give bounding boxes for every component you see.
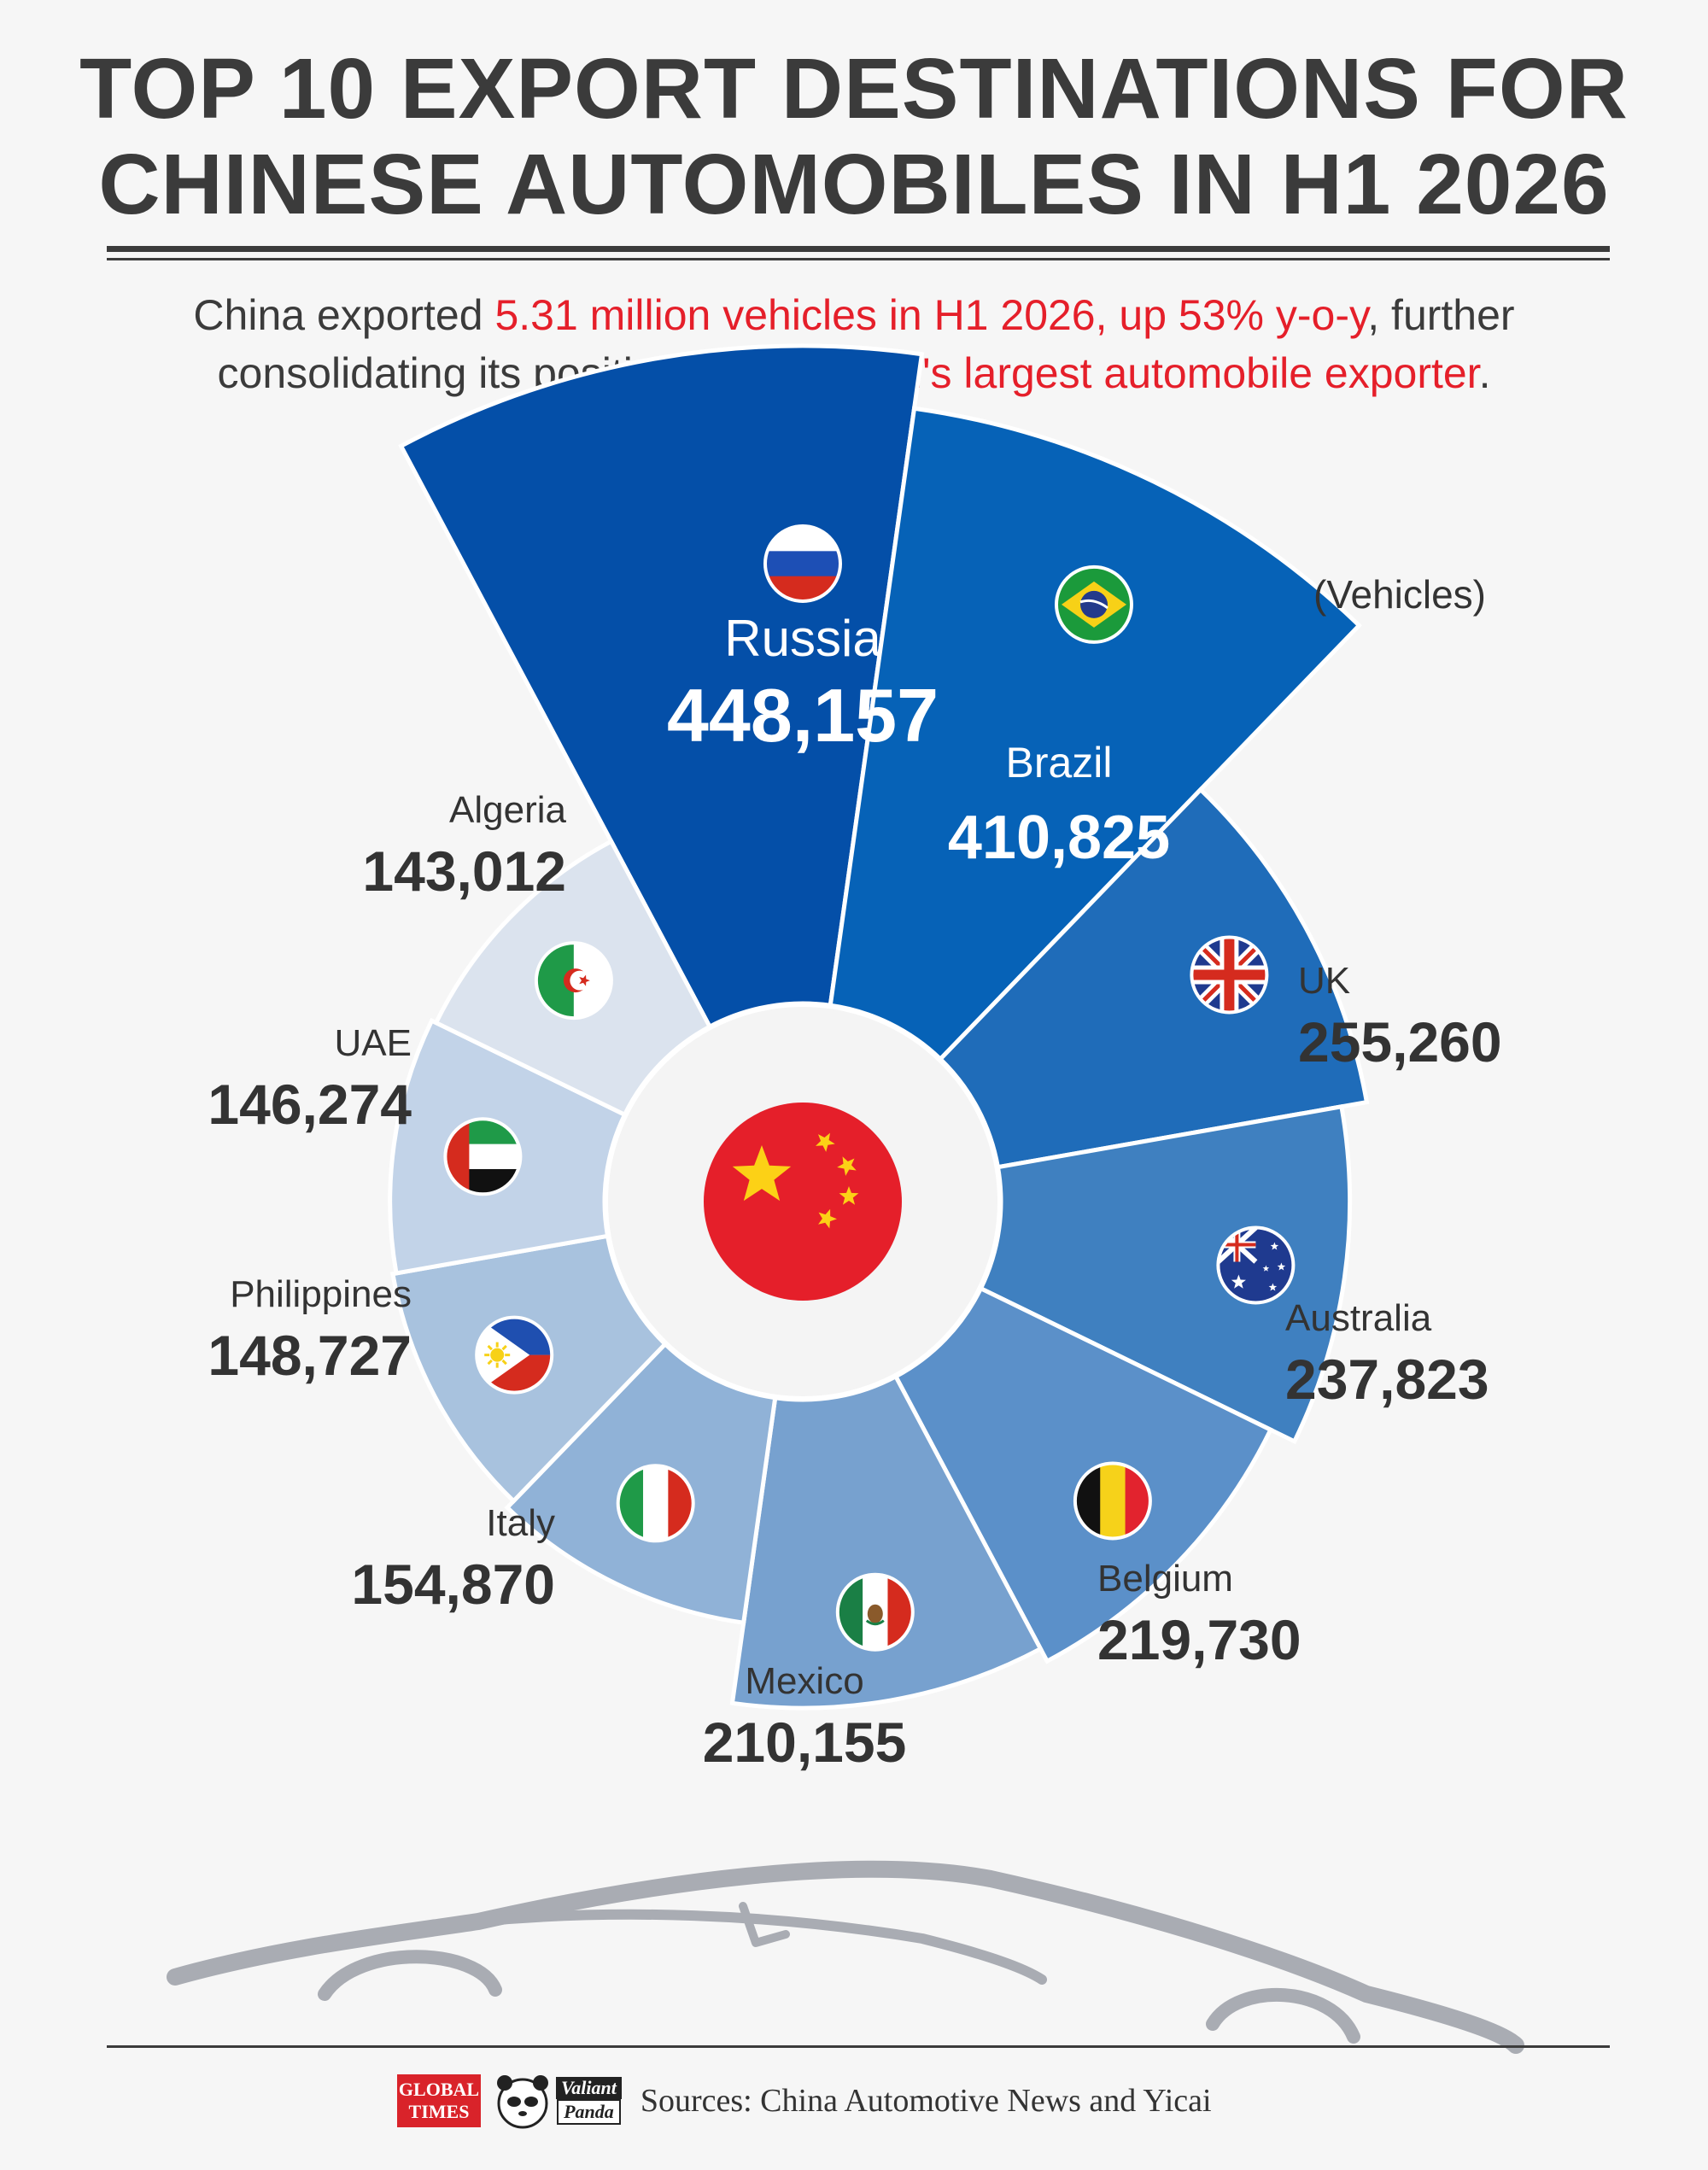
mexico-flag-icon <box>835 1572 915 1652</box>
global-times-logo-line-1: GLOBAL <box>398 2079 480 2100</box>
label-name-algeria: Algeria <box>449 789 566 831</box>
label-name-mexico: Mexico <box>745 1660 863 1702</box>
label-value-philippines: 148,727 <box>208 1324 412 1387</box>
valiant-label: Valiant <box>556 2077 622 2099</box>
label-name-russia: Russia <box>724 610 881 667</box>
label-value-algeria: 143,012 <box>362 839 566 903</box>
label-name-belgium: Belgium <box>1097 1558 1233 1600</box>
subtitle-highlight-2: world's largest automobile exporter <box>820 349 1479 397</box>
belgium-flag-icon <box>1073 1461 1152 1541</box>
title-line-2: CHINESE AUTOMOBILES IN H1 2026 <box>98 137 1610 232</box>
uk-flag-icon <box>1190 935 1269 1015</box>
subtitle-text-4: . <box>1478 349 1491 397</box>
italy-flag-icon <box>616 1464 695 1543</box>
label-name-brazil: Brazil <box>1005 739 1112 787</box>
label-name-philippines: Philippines <box>230 1273 412 1315</box>
chart-center <box>605 1003 1001 1400</box>
footer: GLOBAL TIMES Valiant Panda Sources: Chin… <box>397 2067 1212 2135</box>
title-line-1: TOP 10 EXPORT DESTINATIONS FOR <box>79 41 1629 137</box>
label-name-australia: Australia <box>1285 1297 1432 1339</box>
title-divider-bottom <box>107 258 1610 260</box>
chart-segments <box>388 343 1370 1711</box>
car-silhouette <box>167 1860 1524 2054</box>
label-value-uk: 255,260 <box>1298 1010 1502 1073</box>
label-value-uae: 146,274 <box>208 1073 412 1136</box>
subtitle-text-2: , further <box>1367 291 1515 339</box>
russia-flag-icon <box>763 524 842 603</box>
label-value-brazil: 410,825 <box>948 804 1170 872</box>
panda-icon <box>497 2075 548 2129</box>
label-name-italy: Italy <box>486 1502 555 1544</box>
subtitle-text-1: China exported <box>193 291 495 339</box>
china-flag-icon <box>704 1103 902 1301</box>
uae-flag-icon <box>443 1117 523 1196</box>
panda-label: Panda <box>557 2099 621 2125</box>
brazil-flag-icon <box>1055 564 1133 644</box>
page-title: TOP 10 EXPORT DESTINATIONS FOR CHINESE A… <box>0 41 1708 232</box>
label-value-mexico: 210,155 <box>703 1711 907 1774</box>
label-value-australia: 237,823 <box>1285 1348 1489 1411</box>
label-value-russia: 448,157 <box>667 673 939 757</box>
label-value-italy: 154,870 <box>351 1553 555 1616</box>
label-name-uae: UAE <box>335 1022 412 1064</box>
unit-label: (Vehicles) <box>1313 572 1486 617</box>
australia-flag-icon <box>1216 1225 1296 1305</box>
footer-divider <box>107 2045 1610 2048</box>
label-name-uk: UK <box>1298 960 1350 1002</box>
global-times-logo-line-2: TIMES <box>408 2101 470 2122</box>
subtitle-highlight-1: 5.31 million vehicles in H1 2026, up 53%… <box>494 291 1368 339</box>
title-divider-top <box>107 246 1610 252</box>
algeria-flag-icon <box>534 941 613 1021</box>
valiant-panda-logo: Valiant Panda <box>493 2071 622 2131</box>
chart-labels: Russia 448,157 Brazil 410,825 UK 255,260 Austr… <box>208 610 1501 1774</box>
source-text: Sources: China Automotive News and Yicai <box>640 2083 1212 2119</box>
label-value-belgium: 219,730 <box>1097 1608 1301 1671</box>
philippines-flag-icon <box>475 1315 554 1395</box>
global-times-logo: GLOBAL TIMES <box>397 2074 481 2127</box>
